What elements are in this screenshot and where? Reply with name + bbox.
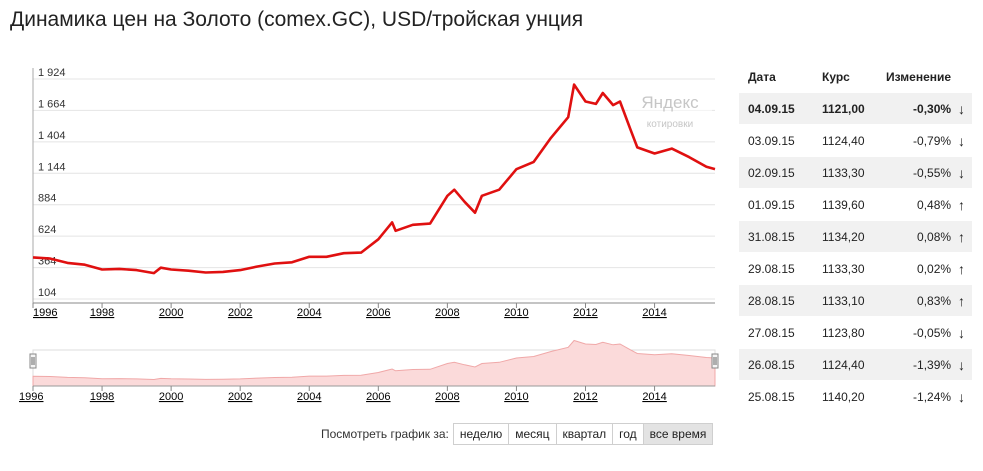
navigator[interactable]: 1996 1998 2000 2002 2004 2006 2008 2010 2012 2014	[19, 339, 719, 404]
y-tick-label: 1 664	[38, 98, 66, 110]
x-tick-label[interactable]: 2006	[366, 307, 390, 319]
y-tick-label: 1 924	[38, 67, 66, 79]
x-tick-label[interactable]: 2000	[159, 307, 183, 319]
navigator-tick-label[interactable]: 2002	[228, 391, 252, 403]
navigator-tick-label[interactable]: 2004	[297, 391, 321, 403]
row-rate: 1134,20	[822, 220, 886, 253]
row-rate: 1140,20	[822, 380, 886, 412]
x-tick-label[interactable]: 2010	[504, 307, 528, 319]
navigator-area	[32, 339, 716, 387]
table-row: 02.09.15 1133,30 -0,55% ↓	[739, 156, 972, 189]
header-change: Изменение	[886, 70, 952, 84]
table-row: 31.08.15 1134,20 0,08% ↑	[739, 220, 972, 253]
period-label: Посмотреть график за:	[321, 427, 449, 441]
page-title: Динамика цен на Золото (comex.GC), USD/т…	[10, 8, 584, 31]
rates-table: Дата Курс Изменение 04.09.15 1121,00 -0,30…	[739, 62, 972, 412]
table-row: 03.09.15 1124,40 -0,79% ↓	[739, 124, 972, 157]
y-tick-label: 884	[38, 193, 56, 205]
arrow-up-icon: ↑	[951, 188, 972, 221]
watermark: Яндекс котировки	[628, 86, 712, 138]
watermark-line1: Яндекс	[641, 93, 699, 112]
row-date: 26.08.15	[739, 348, 822, 381]
navigator-handle-left[interactable]	[29, 353, 37, 369]
row-date: 25.08.15	[739, 380, 822, 412]
arrow-down-icon: ↓	[951, 348, 972, 381]
watermark-line2: котировки	[647, 119, 693, 130]
arrow-down-icon: ↓	[951, 380, 972, 412]
x-tick-label[interactable]: 1998	[90, 307, 114, 319]
x-tick-label[interactable]: 2014	[642, 307, 666, 319]
row-change: 0,83%	[886, 284, 952, 317]
x-tick-label[interactable]: 2002	[228, 307, 252, 319]
price-line	[32, 83, 716, 275]
row-date: 31.08.15	[739, 220, 822, 253]
y-tick-label: 104	[38, 287, 56, 299]
y-tick-label: 1 144	[38, 161, 66, 173]
table-row: 27.08.15 1123,80 -0,05% ↓	[739, 316, 972, 349]
period-selector: Посмотреть график за: неделю месяц кварт…	[321, 422, 714, 446]
x-tick-label[interactable]: 2012	[573, 307, 597, 319]
period-year-button[interactable]: год	[612, 423, 644, 445]
navigator-tick-label[interactable]: 2008	[435, 391, 459, 403]
arrow-down-icon: ↓	[951, 156, 972, 189]
arrow-down-icon: ↓	[951, 92, 972, 125]
table-row: 26.08.15 1124,40 -1,39% ↓	[739, 348, 972, 381]
y-tick-label: 1 404	[38, 130, 66, 142]
row-date: 01.09.15	[739, 188, 822, 221]
row-date: 29.08.15	[739, 252, 822, 285]
header-date: Дата	[748, 70, 776, 84]
row-date: 03.09.15	[739, 124, 822, 157]
row-date: 02.09.15	[739, 156, 822, 189]
header-rate: Курс	[822, 70, 850, 84]
navigator-tick-label[interactable]: 2012	[573, 391, 597, 403]
row-change: -1,24%	[886, 380, 952, 412]
period-week-button[interactable]: неделю	[452, 423, 510, 445]
period-all-time-button[interactable]: все время	[642, 423, 714, 445]
x-tick-label[interactable]: 2008	[435, 307, 459, 319]
table-row: 29.08.15 1133,30 0,02% ↑	[739, 252, 972, 285]
navigator-tick-label[interactable]: 2014	[642, 391, 666, 403]
row-change: 0,48%	[886, 188, 952, 221]
row-change: -1,39%	[886, 348, 952, 381]
navigator-tick-label[interactable]: 2006	[366, 391, 390, 403]
table-row: 28.08.15 1133,10 0,83% ↑	[739, 284, 972, 317]
period-quarter-button[interactable]: квартал	[555, 423, 614, 445]
navigator-tick-label[interactable]: 1998	[90, 391, 114, 403]
x-tick-label[interactable]: 1996	[33, 307, 57, 319]
row-change: -0,30%	[886, 92, 952, 125]
table-row: 25.08.15 1140,20 -1,24% ↓	[739, 380, 972, 412]
row-rate: 1121,00	[822, 92, 886, 125]
table-header: Дата Курс Изменение	[739, 62, 972, 93]
row-change: -0,05%	[886, 316, 952, 349]
row-rate: 1124,40	[822, 348, 886, 381]
navigator-handle-right[interactable]	[711, 353, 719, 369]
arrow-down-icon: ↓	[951, 124, 972, 157]
arrow-up-icon: ↑	[951, 252, 972, 285]
row-date: 27.08.15	[739, 316, 822, 349]
row-rate: 1133,10	[822, 284, 886, 317]
y-tick-label: 624	[38, 224, 56, 236]
navigator-tick-label[interactable]: 2000	[159, 391, 183, 403]
row-change: 0,08%	[886, 220, 952, 253]
row-date: 04.09.15	[739, 92, 822, 125]
row-rate: 1123,80	[822, 316, 886, 349]
row-change: -0,79%	[886, 124, 952, 157]
row-change: 0,02%	[886, 252, 952, 285]
row-date: 28.08.15	[739, 284, 822, 317]
navigator-tick-label[interactable]: 2010	[504, 391, 528, 403]
table-row: 01.09.15 1139,60 0,48% ↑	[739, 188, 972, 221]
row-rate: 1124,40	[822, 124, 886, 157]
table-row: 04.09.15 1121,00 -0,30% ↓	[739, 92, 972, 125]
x-tick-label[interactable]: 2004	[297, 307, 321, 319]
arrow-down-icon: ↓	[951, 316, 972, 349]
arrow-up-icon: ↑	[951, 284, 972, 317]
arrow-up-icon: ↑	[951, 220, 972, 253]
period-month-button[interactable]: месяц	[508, 423, 557, 445]
row-rate: 1139,60	[822, 188, 886, 221]
row-rate: 1133,30	[822, 156, 886, 189]
row-rate: 1133,30	[822, 252, 886, 285]
row-change: -0,55%	[886, 156, 952, 189]
navigator-tick-label[interactable]: 1996	[19, 391, 43, 403]
